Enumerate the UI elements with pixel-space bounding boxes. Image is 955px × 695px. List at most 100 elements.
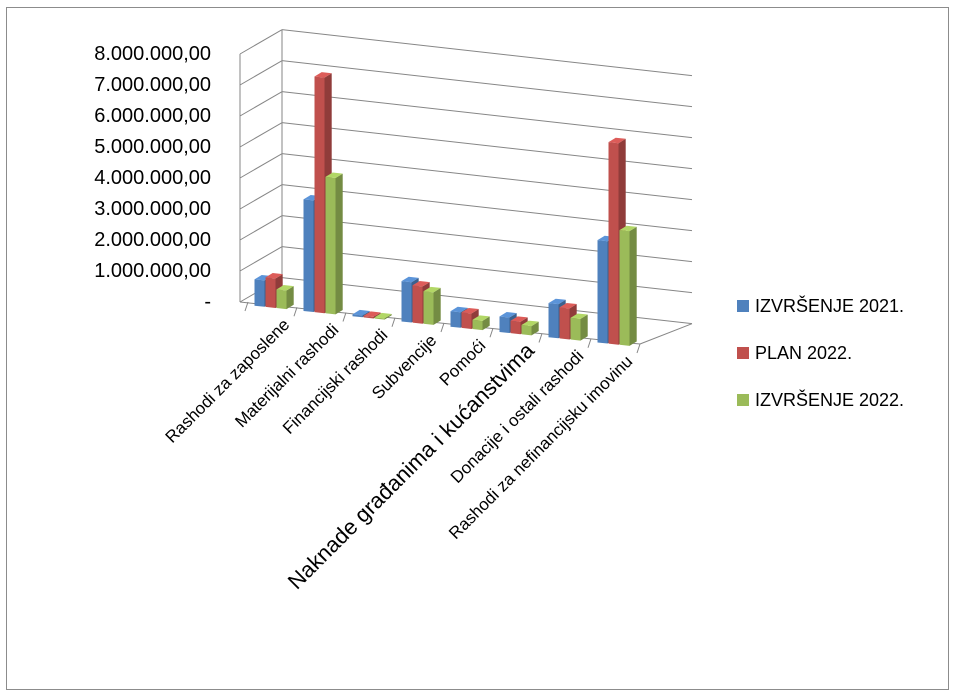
gridline-back bbox=[281, 91, 693, 139]
gridline-side bbox=[239, 60, 283, 86]
bar bbox=[276, 285, 294, 310]
bar-top-face bbox=[276, 285, 294, 291]
bar-top-face bbox=[472, 315, 490, 321]
bar-front-face bbox=[352, 314, 363, 318]
bar-top-face bbox=[314, 72, 332, 78]
bar-top-face bbox=[363, 311, 381, 317]
gridline-back bbox=[281, 29, 693, 77]
bar-front-face bbox=[510, 320, 521, 335]
legend-label: IZVRŠENJE 2021. bbox=[755, 295, 904, 316]
bar-front-face bbox=[325, 176, 336, 315]
x-axis-tick bbox=[538, 333, 543, 343]
x-tick-label: Financijski rashodi bbox=[279, 326, 391, 438]
bar-side-face bbox=[580, 314, 588, 341]
bar-front-face bbox=[608, 142, 619, 345]
bar-front-face bbox=[548, 303, 559, 339]
bar-top-face bbox=[510, 316, 528, 322]
bar-top-face bbox=[325, 172, 343, 178]
y-axis-tick-labels: - 1.000.000,00 2.000.000,00 3.000.000,00 4.0… bbox=[94, 43, 211, 313]
bar-top-face bbox=[570, 313, 588, 319]
gridline-side bbox=[239, 184, 283, 210]
bar-side-face bbox=[335, 173, 343, 315]
x-axis-tick bbox=[636, 343, 641, 354]
legend-label: PLAN 2022. bbox=[755, 343, 852, 363]
y-tick-label: 2.000.000,00 bbox=[94, 229, 211, 251]
y-tick-label: 8.000.000,00 bbox=[94, 43, 211, 65]
gridline-side bbox=[239, 122, 283, 148]
gridline-back bbox=[281, 60, 693, 108]
gridline-back bbox=[281, 153, 693, 201]
chart-frame bbox=[6, 7, 949, 690]
bar-front-face bbox=[570, 317, 581, 341]
gridline-side bbox=[239, 153, 283, 179]
y-tick-label: - bbox=[204, 291, 211, 313]
bar-front-face bbox=[412, 285, 423, 324]
bar-top-face bbox=[412, 281, 430, 287]
bar-front-face bbox=[450, 311, 461, 328]
bar-side-face bbox=[286, 286, 294, 310]
legend-swatch bbox=[737, 347, 749, 359]
floor-right-edge bbox=[639, 323, 693, 345]
bar-top-face bbox=[461, 307, 479, 314]
bar-side-face bbox=[433, 287, 441, 325]
bar-front-face bbox=[619, 230, 630, 346]
gridline-back bbox=[281, 184, 693, 232]
bar-front-face bbox=[265, 277, 276, 308]
gridline-side bbox=[239, 246, 283, 272]
bar bbox=[374, 312, 392, 320]
bar-front-face bbox=[521, 325, 532, 336]
gridline-side bbox=[239, 91, 283, 117]
legend-label: IZVRŠENJE 2022. bbox=[755, 389, 904, 410]
bar-front-face bbox=[363, 315, 374, 319]
bar-front-face bbox=[254, 279, 265, 307]
legend-swatch bbox=[737, 394, 749, 406]
bar-front-face bbox=[597, 240, 608, 344]
bar-side-face bbox=[384, 313, 392, 320]
bar-top-face bbox=[608, 137, 626, 144]
bar-front-face bbox=[559, 307, 570, 340]
gridline-side bbox=[239, 29, 283, 55]
bar-side-face bbox=[531, 321, 539, 336]
bar-front-face bbox=[303, 199, 314, 313]
bar-top-face bbox=[450, 306, 468, 313]
bar-top-face bbox=[559, 302, 577, 309]
bar bbox=[619, 225, 637, 346]
bar-front-face bbox=[461, 312, 472, 329]
y-tick-label: 6.000.000,00 bbox=[94, 105, 211, 127]
bar bbox=[570, 313, 588, 341]
x-axis-tick bbox=[440, 322, 445, 333]
bar bbox=[472, 315, 490, 331]
bars bbox=[254, 72, 637, 346]
x-tick-label: Materijalni rashodi bbox=[231, 320, 342, 431]
bar-front-face bbox=[423, 291, 434, 325]
x-axis-tick bbox=[342, 312, 347, 322]
bar-front-face bbox=[374, 317, 385, 320]
bar-front-face bbox=[314, 76, 325, 314]
y-tick-label: 5.000.000,00 bbox=[94, 136, 211, 158]
y-tick-label: 3.000.000,00 bbox=[94, 198, 211, 220]
bar-side-face bbox=[629, 226, 637, 346]
bar-front-face bbox=[276, 289, 287, 310]
x-tick-label: Naknade građanima i kućanstvima bbox=[283, 337, 540, 594]
x-axis-tick bbox=[489, 328, 494, 338]
legend-swatch bbox=[737, 300, 749, 312]
bar-front-face bbox=[499, 316, 510, 334]
bar-top-face bbox=[521, 320, 539, 327]
bar-front-face bbox=[401, 281, 412, 323]
x-axis-tick bbox=[587, 338, 592, 348]
bar-side-face bbox=[482, 316, 490, 331]
bar bbox=[325, 172, 343, 315]
y-tick-label: 4.000.000,00 bbox=[94, 167, 211, 189]
bar-top-face bbox=[423, 286, 441, 293]
bar-front-face bbox=[472, 319, 483, 331]
y-tick-label: 1.000.000,00 bbox=[94, 260, 211, 282]
bar-top-face bbox=[548, 298, 566, 305]
bar-top-face bbox=[265, 273, 283, 279]
x-axis-tick bbox=[391, 317, 396, 327]
bar-top-face bbox=[619, 225, 637, 232]
gridline-back bbox=[281, 122, 693, 170]
bar-top-face bbox=[499, 312, 517, 318]
bar-top-face bbox=[352, 309, 370, 316]
